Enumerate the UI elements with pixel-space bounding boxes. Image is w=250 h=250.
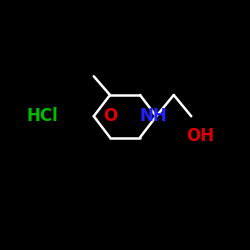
Text: NH: NH [140, 107, 168, 125]
Text: OH: OH [186, 127, 214, 145]
Text: HCl: HCl [26, 107, 58, 125]
Text: O: O [103, 107, 117, 125]
